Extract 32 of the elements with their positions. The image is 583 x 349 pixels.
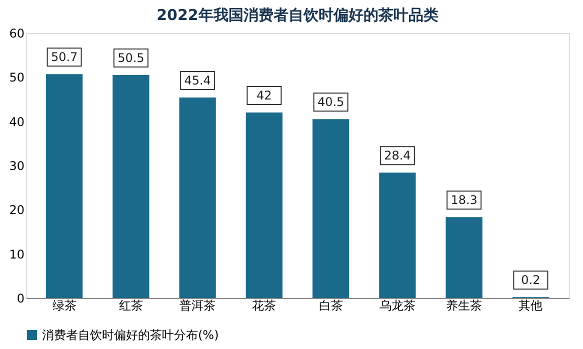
- data-label: 50.7: [50, 50, 78, 64]
- x-tick-label: 其他: [518, 298, 543, 312]
- data-label: 0.2: [521, 273, 540, 288]
- bar: [46, 74, 83, 298]
- bar: [179, 97, 216, 298]
- x-tick-label: 普洱茶: [180, 298, 216, 312]
- bar: [246, 112, 283, 298]
- data-label: 28.4: [384, 148, 411, 163]
- y-tick-label: 50: [9, 70, 24, 85]
- y-tick-label: 10: [9, 247, 24, 262]
- x-tick-label: 乌龙茶: [379, 298, 416, 312]
- x-tick-label: 花茶: [252, 298, 276, 312]
- data-label: 45.4: [184, 73, 211, 88]
- chart-title: 2022年我国消费者自饮时偏好的茶叶品类: [156, 6, 438, 24]
- bar: [312, 119, 350, 298]
- y-tick-label: 60: [9, 26, 24, 40]
- x-tick-label: 红茶: [118, 298, 143, 312]
- legend-label: 消费者自饮时偏好的茶叶分布(%): [42, 328, 219, 342]
- bar: [379, 172, 416, 298]
- x-tick-label: 白茶: [318, 298, 343, 312]
- y-tick-label: 30: [9, 159, 24, 173]
- x-tick-label: 养生茶: [446, 298, 482, 312]
- data-label: 18.3: [450, 193, 478, 208]
- bar: [112, 74, 150, 298]
- y-tick-label: 40: [9, 114, 24, 129]
- bar: [446, 217, 482, 298]
- y-tick-label: 20: [9, 203, 24, 218]
- x-tick-label: 绿茶: [52, 298, 76, 312]
- data-label: 42: [256, 88, 272, 102]
- data-label: 50.5: [118, 50, 144, 65]
- y-tick-label: 0: [16, 292, 24, 306]
- data-label: 40.5: [317, 95, 344, 110]
